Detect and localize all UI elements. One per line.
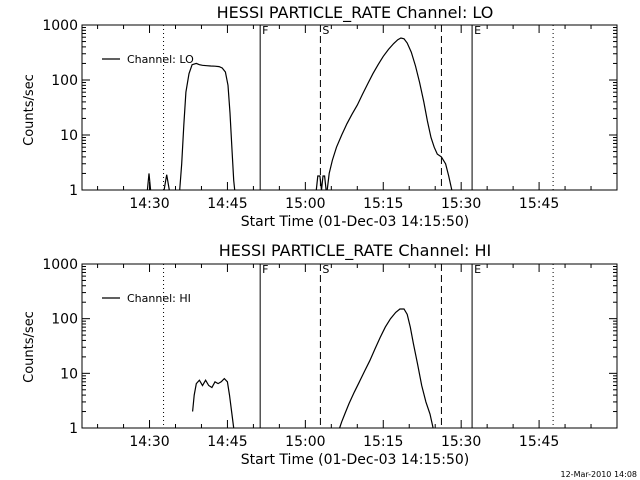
legend: Channel: HI [102,292,191,305]
series-line [192,377,235,429]
x-tick-label: 15:00 [285,434,325,450]
x-axis-label: Start Time (01-Dec-03 14:15:50) [241,452,469,468]
y-axis-label: Counts/sec [22,311,37,383]
marker-label: F [262,263,268,276]
x-tick-label: 14:30 [129,196,169,212]
series-line [315,175,327,191]
x-tick-label: 15:30 [441,434,481,450]
panel-lo: HESSI PARTICLE_RATE Channel: LO Counts/s… [22,3,618,230]
panel-hi: HESSI PARTICLE_RATE Channel: HI Counts/s… [22,241,618,468]
plot-frame [81,24,618,191]
x-tick-label: 15:15 [363,196,403,212]
legend-entry: Channel: LO [127,53,194,66]
x-tick-label: 15:30 [441,196,481,212]
plot-frame [81,263,618,429]
y-tick-label: 1000 [42,18,78,34]
marker-label: E [474,24,481,37]
y-tick-label: 100 [51,73,78,89]
y-tick-label: 10 [60,366,78,382]
x-tick-label: 15:15 [363,434,403,450]
x-tick-label: 14:45 [207,434,247,450]
marker-label: F [262,24,268,37]
marker-label: S [322,24,329,37]
marker-label: E [474,263,481,276]
marker-label: S [322,263,329,276]
x-tick-label: 15:45 [519,434,559,450]
x-tick-label: 15:45 [519,196,559,212]
series-line [163,174,170,191]
y-axis-label: Counts/sec [22,74,37,146]
x-tick-label: 15:00 [285,196,325,212]
y-tick-label: 1 [69,421,78,437]
series-line [146,173,152,191]
legend: Channel: LO [102,53,194,66]
y-tick-label: 1 [69,183,78,199]
y-tick-label: 10 [60,128,78,144]
series-line [326,37,453,191]
y-tick-label: 1000 [42,257,78,273]
x-axis-label: Start Time (01-Dec-03 14:15:50) [241,214,469,230]
chart-title: HESSI PARTICLE_RATE Channel: HI [219,241,492,261]
y-tick-label: 100 [51,312,78,328]
series-line [339,308,434,429]
chart-title: HESSI PARTICLE_RATE Channel: LO [217,3,494,23]
footer-timestamp: 12-Mar-2010 14:08 [561,470,638,479]
x-tick-label: 14:45 [207,196,247,212]
series-line [179,62,236,191]
x-tick-label: 14:30 [129,434,169,450]
legend-entry: Channel: HI [127,292,191,305]
